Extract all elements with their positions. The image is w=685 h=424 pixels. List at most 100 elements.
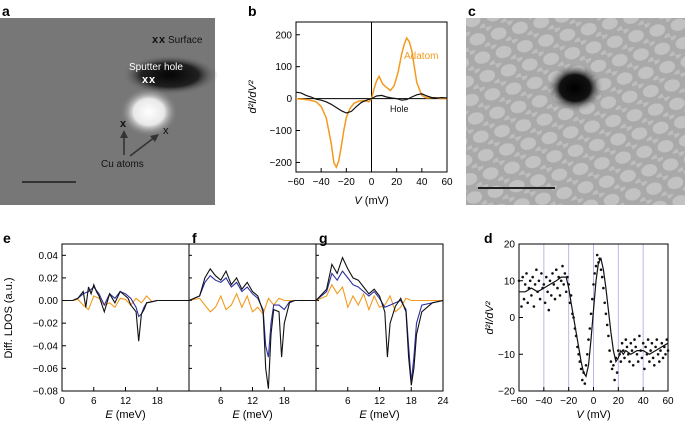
series-line-e-blue <box>62 286 189 318</box>
data-point-d <box>593 272 596 275</box>
data-point-d <box>543 301 547 305</box>
x-tick-label-g: 18 <box>406 396 418 407</box>
x-tick-label-e: 0 <box>59 396 65 407</box>
bright-adatom-region <box>121 88 177 136</box>
legend-adatom: Adatom <box>404 51 438 62</box>
data-point-d <box>629 341 633 345</box>
label-cu-atoms: Cu atoms <box>101 159 144 170</box>
panel-letter-e: e <box>3 230 11 246</box>
data-point-d <box>559 279 563 283</box>
data-point-d <box>625 345 629 349</box>
data-point-d <box>588 327 592 330</box>
x-tick-label-b: 0 <box>369 177 375 188</box>
panel-c: c <box>466 3 685 205</box>
data-point-d <box>558 294 562 297</box>
data-point-d <box>562 283 565 286</box>
y-tick-label-e: 0.02 <box>39 273 59 284</box>
y-tick-label-e: 0.00 <box>39 296 59 307</box>
panel-b: b Adatom Hole −60 −40 −20 0 20 40 60−200−10001… <box>247 3 453 207</box>
y-tick-label-d: −10 <box>498 350 515 361</box>
series-line-g-orange <box>315 283 443 313</box>
panel-a: x x Surface Sputter hole x x x x Cu atom… <box>0 3 218 205</box>
data-point-d <box>522 297 526 301</box>
data-point-d <box>523 283 527 286</box>
x-tick-label-b: −40 <box>313 177 330 188</box>
x-tick-label-f: 18 <box>279 396 291 407</box>
data-point-d <box>640 356 644 360</box>
x-tick-label-b: −60 <box>288 177 305 188</box>
data-point-d <box>551 272 554 275</box>
data-point-d <box>612 364 615 367</box>
x-tick-label-d: 0 <box>591 396 597 407</box>
marker-surface-2: x <box>159 34 166 46</box>
y-tick-label-d: 20 <box>504 240 516 251</box>
data-point-d <box>556 286 559 290</box>
data-point-d <box>581 378 584 382</box>
data-point-d <box>651 356 655 360</box>
data-point-d <box>609 360 613 363</box>
data-point-d <box>605 323 609 327</box>
marker-hole-2: x <box>149 74 156 86</box>
sputter-hole-region <box>122 55 218 95</box>
y-tick-label-b: 0 <box>286 94 292 105</box>
series-line-g-black <box>315 256 444 386</box>
data-point-d <box>531 275 534 279</box>
data-point-d <box>591 297 594 301</box>
data-point-d <box>552 283 556 286</box>
y-tick-label-d: 0 <box>509 313 515 324</box>
data-point-d <box>599 268 603 272</box>
series-line-f-orange <box>188 292 316 316</box>
data-point-d <box>550 294 553 297</box>
x-tick-label-b: 20 <box>391 177 403 188</box>
data-point-d <box>644 345 647 349</box>
data-point-d <box>617 349 620 352</box>
data-point-d <box>535 268 538 272</box>
x-axis-label-e: E (meV) <box>105 409 145 421</box>
series-line-e-black <box>62 282 189 342</box>
panels-efg: e f g 0 6 12 18 −0.08 −0.06 −0.04 −0.02 0.00 0.02… <box>3 230 449 421</box>
plot-frame-f <box>188 243 317 392</box>
data-point-d <box>545 275 548 279</box>
x-tick-label-d: −60 <box>511 396 528 407</box>
x-axis-label-f: E (meV) <box>232 409 272 421</box>
panel-letter-b: b <box>248 3 257 19</box>
x-tick-label-b: 60 <box>441 177 453 188</box>
data-point-d <box>603 301 606 305</box>
y-tick-label-d: −20 <box>498 387 515 398</box>
data-point-d <box>533 283 537 286</box>
series-line-b-adatom <box>295 36 447 170</box>
data-point-d <box>631 364 635 367</box>
series-line-f-blue <box>188 274 316 358</box>
data-point-d <box>646 338 650 341</box>
arrow-cu-2 <box>129 136 156 157</box>
y-tick-label-d: 10 <box>504 276 516 287</box>
panel-letter-f: f <box>192 230 197 246</box>
y-tick-label-e: −0.06 <box>33 364 59 375</box>
data-point-d <box>546 290 549 294</box>
data-point-d <box>615 371 619 374</box>
marker-surface-1: x <box>152 34 159 46</box>
data-point-d <box>649 349 652 352</box>
x-tick-label-f: 6 <box>218 396 224 407</box>
data-point-d <box>666 349 670 352</box>
y-axis-label-e: Diff. LDOS (a.u.) <box>3 277 15 358</box>
data-point-d <box>564 290 568 294</box>
y-tick-label-e: −0.04 <box>33 341 59 352</box>
x-tick-label-b: 40 <box>416 177 428 188</box>
panel-letter-g: g <box>319 230 328 246</box>
data-point-d <box>579 367 583 371</box>
series-line-g-blue <box>315 270 444 383</box>
panel-letter-c: c <box>468 3 476 19</box>
data-point-d <box>633 338 636 341</box>
marker-cu-atom-1: x <box>120 118 127 130</box>
x-axis-label-d: V (mV) <box>576 409 610 421</box>
data-point-d <box>517 279 521 283</box>
data-point-d <box>604 312 608 316</box>
data-point-d <box>595 253 599 257</box>
data-point-d <box>628 360 631 363</box>
marker-hole-1: x <box>142 74 149 86</box>
data-point-d <box>659 349 662 352</box>
data-point-d <box>586 353 589 356</box>
data-point-d <box>661 356 665 360</box>
y-axis-label-b: d²I/dV² <box>247 80 259 113</box>
